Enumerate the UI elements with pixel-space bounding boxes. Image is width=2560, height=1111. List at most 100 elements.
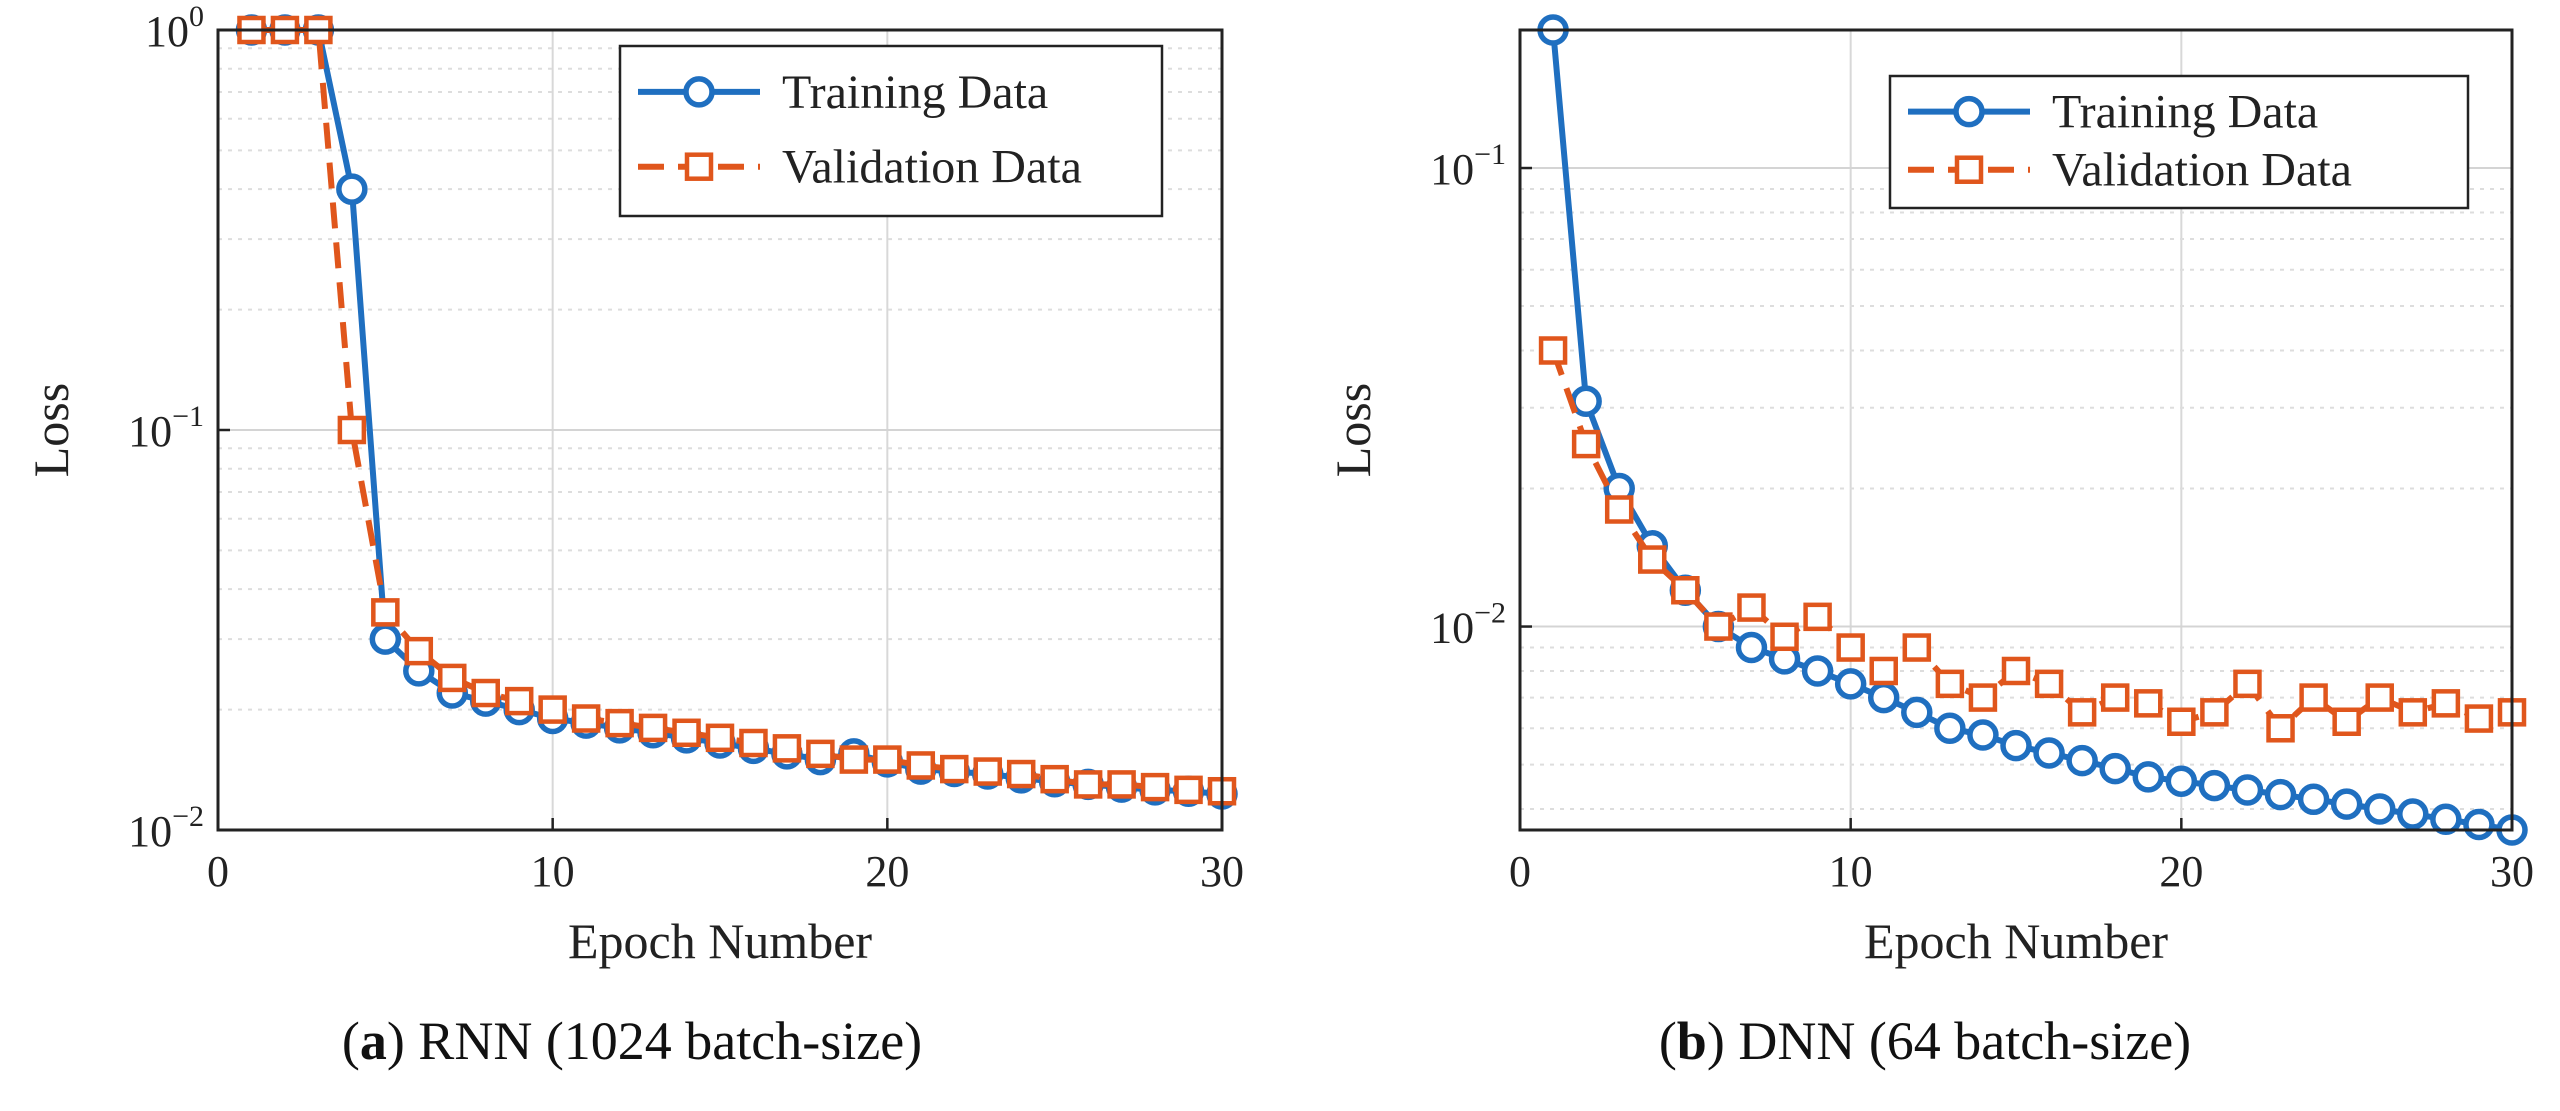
point-validation-a — [638, 713, 668, 743]
caption-a-letter: a — [359, 1011, 387, 1071]
x-tick-label-a: 30 — [1200, 847, 1244, 896]
point-validation-a — [873, 745, 902, 774]
point-validation-b — [1737, 593, 1766, 622]
point-validation-a — [705, 723, 735, 753]
point-training-b — [1834, 668, 1867, 700]
point-validation-b — [1770, 622, 1799, 652]
legend-a: Training Data Validation Data — [618, 44, 1164, 218]
point-validation-b — [1836, 633, 1865, 662]
x-tick-label-b: 30 — [2490, 847, 2534, 896]
caption-a-text: RNN (1024 batch-size) — [404, 1011, 923, 1071]
caption-b-text: DNN (64 batch-size) — [1724, 1011, 2192, 1071]
point-validation-b — [1538, 336, 1568, 365]
point-training-b — [1901, 696, 1933, 729]
point-training-a — [336, 173, 368, 205]
point-training-b — [2231, 774, 2264, 806]
point-validation-a — [538, 695, 567, 724]
point-validation-b — [2365, 683, 2394, 712]
legend-box-b — [1888, 74, 2470, 210]
point-validation-b — [2233, 669, 2262, 699]
point-validation-b — [1803, 602, 1832, 632]
x-axis-title-a: Epoch Number — [568, 913, 872, 969]
point-validation-b — [2001, 656, 2031, 686]
point-training-b — [1967, 719, 1999, 751]
chart-dnn: 0 10 20 30 10−1 10−2 Epoch Number Loss Training … — [1325, 14, 2534, 969]
point-validation-a — [906, 751, 936, 780]
point-training-b — [2264, 778, 2297, 811]
point-validation-b — [1704, 612, 1733, 641]
point-validation-a — [839, 745, 869, 774]
caption-a: (a) RNN (1024 batch-size) — [341, 1011, 923, 1071]
point-training-b — [2000, 729, 2032, 762]
point-training-b — [2033, 737, 2065, 769]
point-validation-a — [1174, 775, 1203, 805]
x-tick-label-a: 10 — [531, 847, 575, 896]
point-validation-b — [1604, 495, 1634, 524]
point-validation-a — [605, 708, 634, 738]
point-training-b — [2198, 769, 2231, 802]
x-tick-label-a: 0 — [207, 847, 229, 896]
y-axis-title-b: Loss — [1325, 383, 1381, 477]
point-training-b — [2430, 803, 2462, 835]
point-validation-b — [1869, 656, 1898, 686]
point-validation-a — [571, 704, 601, 733]
point-validation-b — [1935, 669, 1965, 699]
point-training-b — [2165, 765, 2198, 797]
x-tick-label-b: 10 — [1829, 847, 1873, 896]
point-training-b — [2397, 798, 2429, 830]
point-validation-b — [2200, 698, 2229, 727]
point-validation-a — [471, 678, 500, 708]
y-tick-label-a: 10−2 — [128, 800, 204, 856]
point-training-b — [2297, 783, 2330, 816]
point-validation-b — [1968, 683, 1998, 712]
point-validation-a — [772, 734, 802, 763]
legend-marker-validation-a — [684, 152, 714, 181]
series-markers-validation-b — [1538, 336, 2527, 743]
point-validation-b — [2167, 707, 2196, 736]
point-validation-a — [940, 754, 969, 784]
legend-label-validation-a: Validation Data — [782, 141, 1082, 194]
point-training-b — [1934, 712, 1966, 745]
x-tick-label-a: 20 — [865, 847, 909, 896]
caption-b: (b) DNN (64 batch-size) — [1658, 1011, 2192, 1071]
x-axis-title-b: Epoch Number — [1864, 913, 2168, 969]
point-validation-b — [1671, 575, 1700, 605]
point-training-b — [2463, 808, 2495, 841]
y-tick-label-a: 10−1 — [128, 400, 204, 456]
point-validation-a — [504, 686, 534, 716]
point-training-b — [1735, 631, 1768, 664]
point-training-b — [2066, 744, 2098, 777]
point-training-b — [2099, 752, 2131, 785]
point-training-b — [2330, 788, 2363, 820]
y-tick-label-b: 10−2 — [1430, 597, 1506, 653]
axes-box-b — [1518, 28, 2514, 832]
x-tick-label-b: 0 — [1509, 847, 1531, 896]
point-validation-a — [337, 415, 367, 445]
point-validation-b — [2431, 689, 2461, 718]
y-tick-label-b: 10−1 — [1430, 138, 1506, 194]
point-validation-a — [1140, 772, 1170, 802]
point-validation-b — [2134, 689, 2163, 718]
point-validation-a — [973, 757, 1002, 786]
point-validation-b — [1638, 545, 1667, 574]
legend-marker-training-b — [1953, 95, 1985, 128]
legend-marker-validation-b — [1954, 155, 1984, 184]
point-training-b — [1867, 681, 1900, 714]
point-validation-b — [1902, 633, 1932, 662]
point-validation-a — [1107, 770, 1136, 799]
point-validation-a — [1006, 759, 1036, 789]
point-validation-a — [806, 739, 835, 769]
point-validation-a — [404, 636, 434, 666]
point-validation-a — [1073, 770, 1103, 799]
point-validation-b — [2266, 714, 2295, 743]
point-validation-b — [2398, 698, 2428, 727]
legend-box-a — [618, 44, 1164, 218]
point-validation-a — [371, 598, 400, 627]
point-validation-b — [2100, 683, 2130, 712]
y-axis-title-a: Loss — [23, 383, 79, 477]
point-training-b — [2132, 761, 2165, 793]
point-validation-a — [1040, 764, 1069, 794]
point-validation-b — [1571, 429, 1601, 459]
point-validation-a — [739, 728, 768, 758]
